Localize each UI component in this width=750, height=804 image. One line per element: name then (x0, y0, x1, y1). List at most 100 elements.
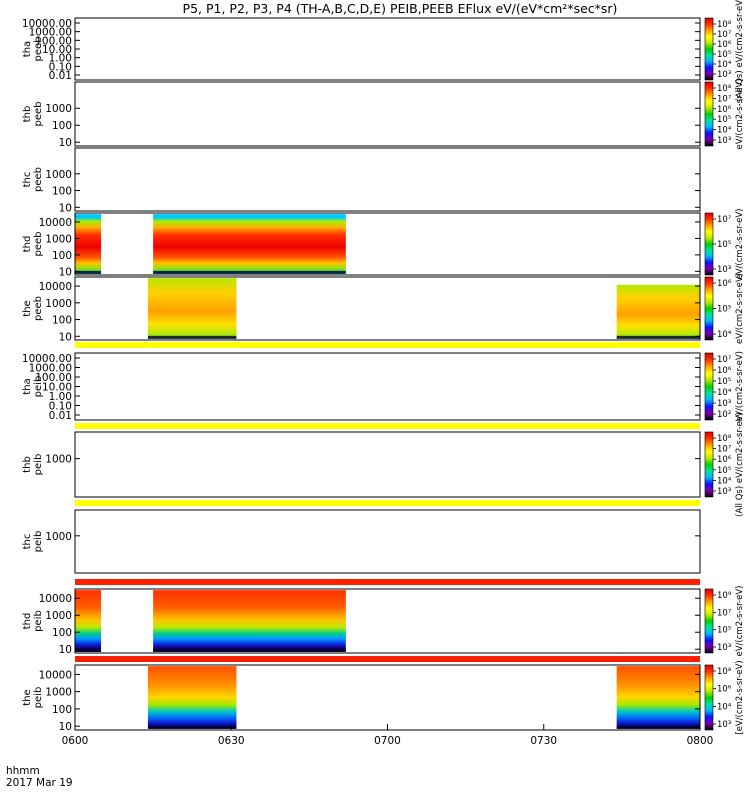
y-tick-label: 10 (59, 137, 72, 149)
y-tick-label: 0.01 (49, 70, 72, 82)
panel-thd-peeb: 10000 1000 100 10 thd peeb 10⁷ 10⁵ 10³ eV/(cm2-s-… (22, 209, 745, 280)
colorbar-label: eV/(cm2-s-sr-eV) (735, 209, 745, 280)
data-block (616, 666, 700, 729)
x-axis-date: 2017 Mar 19 (6, 777, 73, 789)
colorbar-tick-label: 10⁴ (717, 60, 732, 70)
panel-thc-peeb: 1000 100 10 thc peeb (22, 147, 701, 214)
panel-instrument-label: peeb (33, 296, 44, 321)
data-block-edge (147, 725, 237, 729)
colorbar-tick-label: 10⁶ (717, 455, 732, 465)
colorbar-tick-label: 10³ (717, 70, 731, 80)
colorbar-tick-label: 10⁷ (717, 355, 732, 365)
separator-band (75, 423, 700, 429)
panel-thd-peib: 10000 1000 100 10 thd peib 10⁹ 10⁷ 10⁵ 10³ eV/(cm2… (22, 586, 745, 657)
colorbar (704, 664, 714, 731)
data-block (153, 214, 346, 274)
data-block (75, 590, 102, 652)
x-tick-label: 0630 (218, 735, 245, 747)
y-tick-label: 1000 (45, 531, 72, 543)
panel-the-peeb: 10000 1000 100 10 the peeb 10⁶ 10⁵ 10⁴ eV/(cm2-s-… (22, 273, 745, 344)
data-block (75, 214, 102, 274)
colorbar-tick-label: 10⁶ (717, 40, 732, 50)
y-tick-label: 10000.00 (22, 18, 72, 30)
y-tick-label: 10 (59, 721, 72, 733)
panel-thc-peib: 1000 thc peib (22, 509, 701, 574)
colorbar-tick-label: 10⁶ (717, 279, 732, 289)
colorbar (704, 431, 714, 498)
x-tick-label: 0730 (530, 735, 557, 747)
data-block (616, 284, 700, 339)
panel-probe-label: the (22, 300, 33, 316)
separator-band (75, 342, 700, 348)
y-tick-label: 0.10 (49, 401, 72, 413)
data-block (147, 666, 237, 729)
panel-probe-label: thb (22, 456, 33, 473)
y-tick-label: 100 (52, 704, 72, 716)
y-tick-label: 10000 (39, 593, 72, 605)
data-block-edge (75, 270, 102, 274)
colorbar-tick-label: 10⁵ (717, 50, 731, 60)
colorbar-label: eV/(cm2-s-sr-eV) (735, 79, 745, 150)
data-block (153, 590, 346, 652)
colorbar-tick-label: 10⁴ (717, 126, 732, 136)
data-block-edge (147, 335, 237, 339)
data-block-edge (75, 648, 102, 652)
y-tick-label: 10000 (39, 281, 72, 293)
colorbar-tick-label: 10⁸ (717, 434, 732, 444)
colorbar-tick-label: 10² (717, 410, 731, 420)
panel-frame (74, 17, 701, 81)
separator-bands (75, 342, 700, 662)
x-axis-label: hhmm (6, 765, 40, 777)
data-block (147, 278, 237, 339)
panels: 10000.001000.00100.0010.001.000.100.01th… (22, 0, 745, 735)
colorbar-label: eV/(cm2-s-sr-eV) (735, 351, 745, 422)
colorbar-tick-label: 10⁴ (717, 702, 732, 712)
y-tick-label: 10000 (39, 669, 72, 681)
y-tick-label: 100 (52, 315, 72, 327)
panel-instrument-label: peeb (33, 167, 44, 192)
time-axis: 0600 0630 0700 0730 0800 (62, 724, 713, 747)
colorbar-tick-label: 10⁷ (717, 445, 732, 455)
panel-instrument-label: peeb (33, 232, 44, 257)
colorbar-tick-label: 10⁴ (717, 388, 732, 398)
colorbar-tick-label: 10⁶ (717, 105, 732, 115)
colorbar-tick-label: 10⁸ (717, 20, 732, 30)
colorbar-tick-label: 10⁶ (717, 685, 732, 695)
panel-probe-label: thc (22, 534, 33, 550)
colorbar-tick-label: 10³ (717, 720, 731, 730)
y-tick-label: 1000 (45, 610, 72, 622)
colorbar-tick-label: 10⁷ (717, 608, 732, 618)
y-tick-label: 1.00 (49, 53, 72, 65)
colorbar-tick-label: 10⁷ (717, 215, 732, 225)
spectrogram-data (75, 590, 346, 652)
colorbar-tick-label: 10⁵ (717, 115, 731, 125)
y-tick-label: 100 (52, 627, 72, 639)
spectrogram-data (147, 278, 700, 339)
colorbar-tick-label: 10³ (717, 265, 731, 275)
colorbar (704, 352, 714, 421)
y-tick-label: 100 (52, 120, 72, 132)
colorbar-tick-label: 10⁵ (717, 240, 731, 250)
panel-instrument-label: peib (33, 454, 44, 476)
colorbar-tick-label: 10⁴ (717, 476, 732, 486)
y-tick-label: 10 (59, 202, 72, 214)
chart-title: P5, P1, P2, P3, P4 (TH-A,B,C,D,E) PEIB,P… (183, 1, 618, 16)
spectrogram-data (147, 666, 700, 729)
colorbar (704, 17, 714, 81)
panel-frame (74, 212, 701, 276)
panel-frame (74, 276, 701, 341)
panel-instrument-label: peeb (33, 102, 44, 127)
y-tick-label: 10 (59, 266, 72, 278)
y-tick-label: 100 (52, 250, 72, 262)
y-tick-label: 10000.00 (22, 353, 72, 365)
x-tick-label: 0600 (62, 735, 89, 747)
colorbar-tick-label: 10³ (717, 136, 731, 146)
data-block-edge (153, 270, 346, 274)
panel-frame (74, 81, 701, 147)
panel-probe-label: the (22, 689, 33, 705)
